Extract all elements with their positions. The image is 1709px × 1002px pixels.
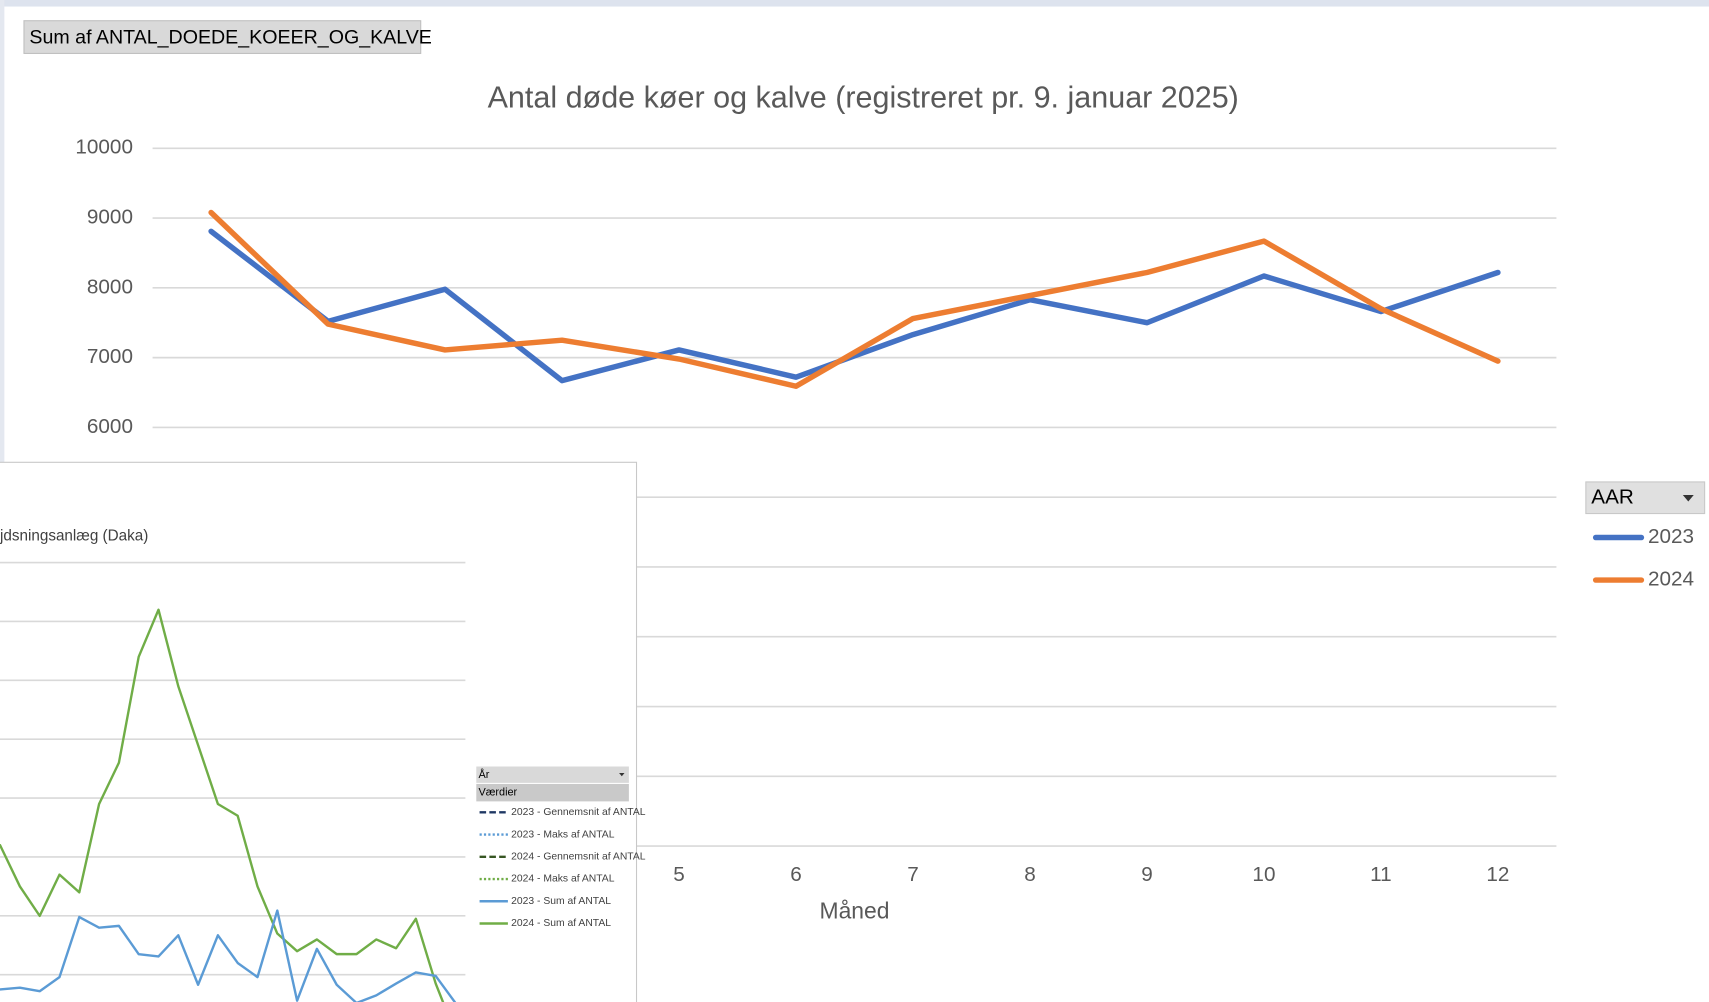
x-tick-label: 12 [1486,863,1509,886]
chart-title: Antal døde køer og kalve (registreret pr… [488,80,1239,114]
overlay-plot [0,561,466,1002]
x-tick-label: 9 [1141,863,1153,886]
legend-label: 2023 - Gennemsnit af ANTAL [511,807,646,818]
dropdown-arrow[interactable] [619,773,625,777]
legend-label: 2024 - Sum af ANTAL [511,918,611,929]
top-strip [0,0,1709,7]
legend-label: 2024 - Gennemsnit af ANTAL [511,852,646,863]
x-tick-label: 10 [1252,863,1275,886]
legend-label: 2024 - Maks af ANTAL [511,874,615,885]
legend-header[interactable] [476,766,629,783]
legend-label: 2023 - Maks af ANTAL [511,829,615,840]
legend-title: AAR [1591,486,1634,509]
y-tick-label: 8000 [87,275,133,298]
x-tick-label: 8 [1024,863,1036,886]
series-line [0,608,445,1002]
overlay-window: jdsningsanlæg (Daka) År Værdier 2023 - G… [0,461,646,1002]
x-tick-label: 7 [907,863,919,886]
field-button-label: Sum af ANTAL_DOEDE_KOEER_OG_KALVE [29,26,431,48]
x-axis-label: Måned [820,898,890,924]
x-tick-label: 5 [673,863,685,886]
x-tick-label: 11 [1370,863,1391,886]
legend-title: År [478,768,489,781]
legend-label: 2023 [1648,525,1694,548]
left-strip [0,0,5,463]
legend-label: 2023 - Sum af ANTAL [511,896,611,907]
series-line [208,228,1501,384]
x-tick-label: 6 [790,863,802,886]
y-tick-label: 6000 [87,415,133,438]
series-line [0,909,457,1002]
overlay-title: jdsningsanlæg (Daka) [0,527,148,544]
field-button[interactable] [23,20,422,54]
y-tick-label: 9000 [87,206,133,229]
series-line [208,209,1501,389]
legend-subtitle: Værdier [478,787,517,799]
y-tick-label: 10000 [75,136,133,159]
y-tick-label: 7000 [87,345,133,368]
dropdown-arrow[interactable] [1682,495,1694,502]
legend-label: 2024 [1648,568,1694,591]
overlay-panel [0,461,638,1002]
legend-subheader [476,783,629,802]
legend-field-button[interactable] [1585,481,1706,515]
